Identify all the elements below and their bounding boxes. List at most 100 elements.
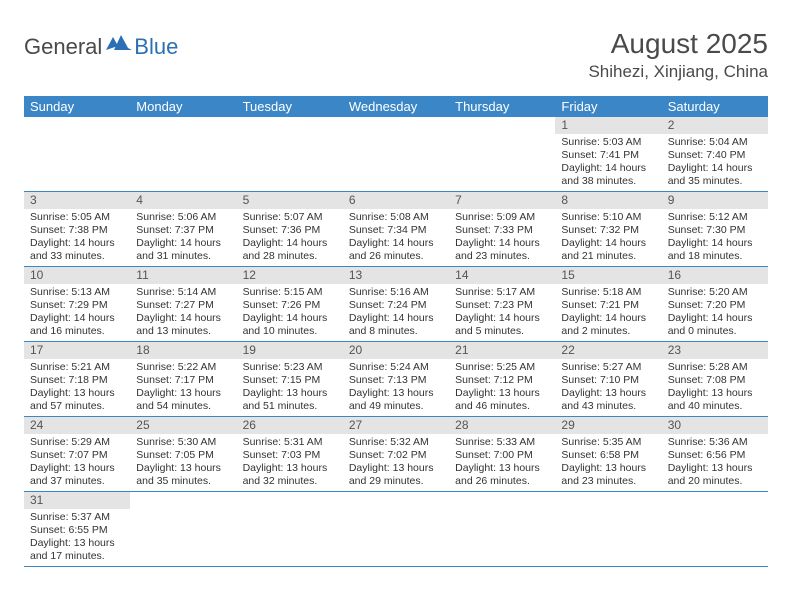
day-body: Sunrise: 5:14 AMSunset: 7:27 PMDaylight:… [130,284,236,341]
day-cell: 12Sunrise: 5:15 AMSunset: 7:26 PMDayligh… [237,267,343,341]
day-cell [343,492,449,566]
day-number [449,117,555,134]
sunrise-line: Sunrise: 5:08 AM [349,211,443,224]
sunrise-line: Sunrise: 5:09 AM [455,211,549,224]
day-number: 9 [662,192,768,209]
sunset-line: Sunset: 6:55 PM [30,524,124,537]
day-body: Sunrise: 5:08 AMSunset: 7:34 PMDaylight:… [343,209,449,266]
day-cell: 30Sunrise: 5:36 AMSunset: 6:56 PMDayligh… [662,417,768,491]
day-number [130,117,236,134]
sunrise-line: Sunrise: 5:04 AM [668,136,762,149]
sunset-line: Sunset: 7:36 PM [243,224,337,237]
day-body: Sunrise: 5:06 AMSunset: 7:37 PMDaylight:… [130,209,236,266]
week-row: 24Sunrise: 5:29 AMSunset: 7:07 PMDayligh… [24,417,768,492]
day-cell: 29Sunrise: 5:35 AMSunset: 6:58 PMDayligh… [555,417,661,491]
day-body: Sunrise: 5:07 AMSunset: 7:36 PMDaylight:… [237,209,343,266]
day-number [662,492,768,509]
day-cell: 13Sunrise: 5:16 AMSunset: 7:24 PMDayligh… [343,267,449,341]
day-number: 7 [449,192,555,209]
sunset-line: Sunset: 7:13 PM [349,374,443,387]
daylight-line: Daylight: 13 hours and 20 minutes. [668,462,762,488]
dow-cell: Wednesday [343,96,449,117]
daylight-line: Daylight: 14 hours and 26 minutes. [349,237,443,263]
day-number: 4 [130,192,236,209]
day-body: Sunrise: 5:20 AMSunset: 7:20 PMDaylight:… [662,284,768,341]
day-number: 13 [343,267,449,284]
day-cell [130,117,236,191]
sunrise-line: Sunrise: 5:32 AM [349,436,443,449]
sunrise-line: Sunrise: 5:23 AM [243,361,337,374]
day-number [130,492,236,509]
sunset-line: Sunset: 7:23 PM [455,299,549,312]
day-number: 24 [24,417,130,434]
day-of-week-header: SundayMondayTuesdayWednesdayThursdayFrid… [24,96,768,117]
day-cell [343,117,449,191]
day-cell: 7Sunrise: 5:09 AMSunset: 7:33 PMDaylight… [449,192,555,266]
day-cell: 20Sunrise: 5:24 AMSunset: 7:13 PMDayligh… [343,342,449,416]
dow-cell: Monday [130,96,236,117]
daylight-line: Daylight: 13 hours and 57 minutes. [30,387,124,413]
day-number: 31 [24,492,130,509]
daylight-line: Daylight: 13 hours and 32 minutes. [243,462,337,488]
daylight-line: Daylight: 14 hours and 18 minutes. [668,237,762,263]
sunrise-line: Sunrise: 5:17 AM [455,286,549,299]
day-number: 2 [662,117,768,134]
day-cell [237,117,343,191]
day-body: Sunrise: 5:18 AMSunset: 7:21 PMDaylight:… [555,284,661,341]
sunset-line: Sunset: 7:02 PM [349,449,443,462]
day-body: Sunrise: 5:35 AMSunset: 6:58 PMDaylight:… [555,434,661,491]
sunrise-line: Sunrise: 5:10 AM [561,211,655,224]
sunset-line: Sunset: 7:40 PM [668,149,762,162]
day-number [449,492,555,509]
day-cell: 24Sunrise: 5:29 AMSunset: 7:07 PMDayligh… [24,417,130,491]
day-cell [555,492,661,566]
daylight-line: Daylight: 13 hours and 17 minutes. [30,537,124,563]
day-cell: 17Sunrise: 5:21 AMSunset: 7:18 PMDayligh… [24,342,130,416]
day-number [343,492,449,509]
sunset-line: Sunset: 7:05 PM [136,449,230,462]
day-number [555,492,661,509]
sunset-line: Sunset: 7:17 PM [136,374,230,387]
day-number: 29 [555,417,661,434]
day-cell [237,492,343,566]
sunset-line: Sunset: 7:21 PM [561,299,655,312]
dow-cell: Sunday [24,96,130,117]
daylight-line: Daylight: 14 hours and 8 minutes. [349,312,443,338]
day-cell: 27Sunrise: 5:32 AMSunset: 7:02 PMDayligh… [343,417,449,491]
day-number: 11 [130,267,236,284]
header: General Blue August 2025 Shihezi, Xinjia… [24,28,768,82]
day-body: Sunrise: 5:09 AMSunset: 7:33 PMDaylight:… [449,209,555,266]
day-number: 26 [237,417,343,434]
day-body: Sunrise: 5:23 AMSunset: 7:15 PMDaylight:… [237,359,343,416]
sunset-line: Sunset: 6:56 PM [668,449,762,462]
daylight-line: Daylight: 14 hours and 13 minutes. [136,312,230,338]
week-row: 31Sunrise: 5:37 AMSunset: 6:55 PMDayligh… [24,492,768,567]
sunrise-line: Sunrise: 5:27 AM [561,361,655,374]
daylight-line: Daylight: 14 hours and 16 minutes. [30,312,124,338]
day-number: 16 [662,267,768,284]
sunrise-line: Sunrise: 5:14 AM [136,286,230,299]
day-cell: 1Sunrise: 5:03 AMSunset: 7:41 PMDaylight… [555,117,661,191]
day-body: Sunrise: 5:17 AMSunset: 7:23 PMDaylight:… [449,284,555,341]
day-body: Sunrise: 5:03 AMSunset: 7:41 PMDaylight:… [555,134,661,191]
day-cell [662,492,768,566]
sunset-line: Sunset: 7:34 PM [349,224,443,237]
sunset-line: Sunset: 7:03 PM [243,449,337,462]
day-cell [130,492,236,566]
dow-cell: Tuesday [237,96,343,117]
day-cell: 5Sunrise: 5:07 AMSunset: 7:36 PMDaylight… [237,192,343,266]
daylight-line: Daylight: 13 hours and 49 minutes. [349,387,443,413]
sunrise-line: Sunrise: 5:31 AM [243,436,337,449]
day-body: Sunrise: 5:30 AMSunset: 7:05 PMDaylight:… [130,434,236,491]
day-cell: 15Sunrise: 5:18 AMSunset: 7:21 PMDayligh… [555,267,661,341]
day-number: 28 [449,417,555,434]
sunset-line: Sunset: 7:10 PM [561,374,655,387]
day-number: 23 [662,342,768,359]
day-number: 5 [237,192,343,209]
day-body: Sunrise: 5:24 AMSunset: 7:13 PMDaylight:… [343,359,449,416]
day-body: Sunrise: 5:37 AMSunset: 6:55 PMDaylight:… [24,509,130,566]
sunset-line: Sunset: 7:37 PM [136,224,230,237]
day-body: Sunrise: 5:21 AMSunset: 7:18 PMDaylight:… [24,359,130,416]
day-number [237,492,343,509]
sunset-line: Sunset: 7:38 PM [30,224,124,237]
